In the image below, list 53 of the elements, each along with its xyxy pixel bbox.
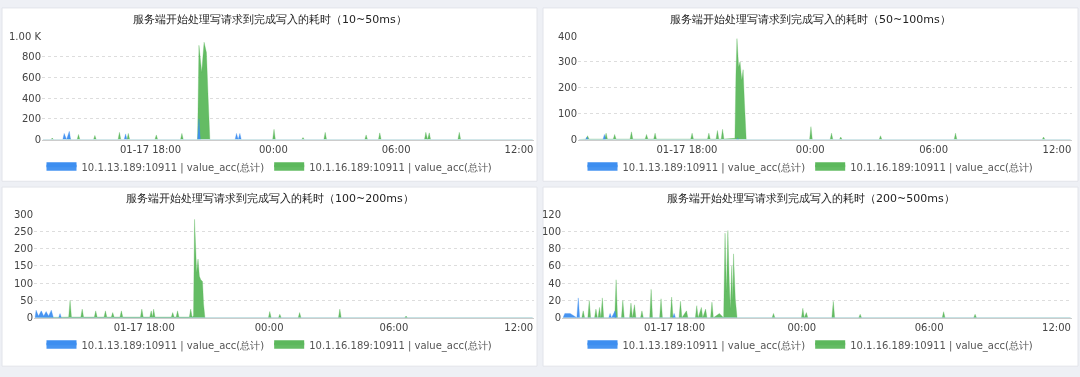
legend-label: 10.1.16.189:10911 | value_acc(总计): [850, 161, 1033, 174]
y-tick-label: 100: [541, 225, 561, 237]
y-tick-label: 400: [21, 92, 41, 104]
y-tick-label: 300: [13, 208, 33, 220]
y-tick-label: 600: [21, 71, 41, 83]
y-tick-label: 200: [21, 113, 41, 125]
legend-label: 10.1.13.189:10911 | value_acc(总计): [622, 339, 806, 352]
y-tick-label: 300: [557, 56, 577, 68]
y-tick-label: 400: [557, 30, 577, 42]
x-tick-label: 00:00: [258, 143, 288, 155]
chart-title: 服务端开始处理写请求到完成写入的耗时（50~100ms）: [670, 13, 951, 26]
legend-label: 10.1.16.189:10911 | value_acc(总计): [850, 339, 1033, 352]
x-tick-label: 00:00: [787, 321, 817, 333]
x-tick-label: 06:00: [381, 143, 411, 155]
legend-label: 10.1.13.189:10911 | value_acc(总计): [81, 161, 265, 174]
x-tick-label: 06:00: [379, 321, 409, 333]
x-tick-label: 12:00: [1042, 321, 1071, 333]
y-tick-label: 0: [26, 312, 33, 324]
x-tick-label: 01-17 18:00: [113, 321, 175, 333]
chart-title: 服务端开始处理写请求到完成写入的耗时（200~500ms）: [667, 192, 955, 205]
y-tick-label: 80: [548, 243, 561, 255]
y-tick-label: 0: [34, 134, 41, 146]
y-tick-label: 20: [548, 294, 561, 306]
legend-label: 10.1.13.189:10911 | value_acc(总计): [622, 161, 806, 174]
legend-label: 10.1.16.189:10911 | value_acc(总计): [309, 339, 492, 352]
y-tick-label: 50: [20, 294, 33, 306]
legend-label: 10.1.16.189:10911 | value_acc(总计): [309, 161, 492, 174]
x-tick-label: 12:00: [504, 321, 534, 333]
y-tick-label: 0: [570, 134, 577, 146]
chart-title: 服务端开始处理写请求到完成写入的耗时（10~50ms）: [133, 13, 407, 26]
legend-label: 10.1.13.189:10911 | value_acc(总计): [81, 339, 265, 352]
x-tick-label: 01-17 18:00: [656, 143, 718, 155]
y-tick-label: 40: [548, 277, 561, 289]
y-tick-label: 120: [541, 208, 561, 220]
chart-title: 服务端开始处理写请求到完成写入的耗时（100~200ms）: [126, 192, 414, 205]
x-tick-label: 06:00: [919, 143, 949, 155]
y-tick-label: 1.00 K: [8, 30, 42, 42]
x-tick-label: 00:00: [254, 321, 284, 333]
y-tick-label: 60: [548, 260, 561, 272]
y-tick-label: 0: [554, 312, 561, 324]
y-tick-label: 200: [13, 243, 33, 255]
x-tick-label: 01-17 18:00: [119, 143, 182, 155]
y-tick-label: 150: [13, 260, 33, 272]
x-tick-label: 00:00: [795, 143, 825, 155]
y-tick-label: 100: [13, 277, 33, 289]
x-tick-label: 12:00: [504, 143, 534, 155]
x-tick-label: 12:00: [1042, 143, 1072, 155]
y-tick-label: 800: [21, 51, 41, 63]
x-tick-label: 01-17 18:00: [643, 321, 705, 333]
y-tick-label: 100: [557, 108, 577, 120]
y-tick-label: 200: [557, 82, 577, 94]
x-tick-label: 06:00: [914, 321, 944, 333]
y-tick-label: 250: [13, 225, 33, 237]
